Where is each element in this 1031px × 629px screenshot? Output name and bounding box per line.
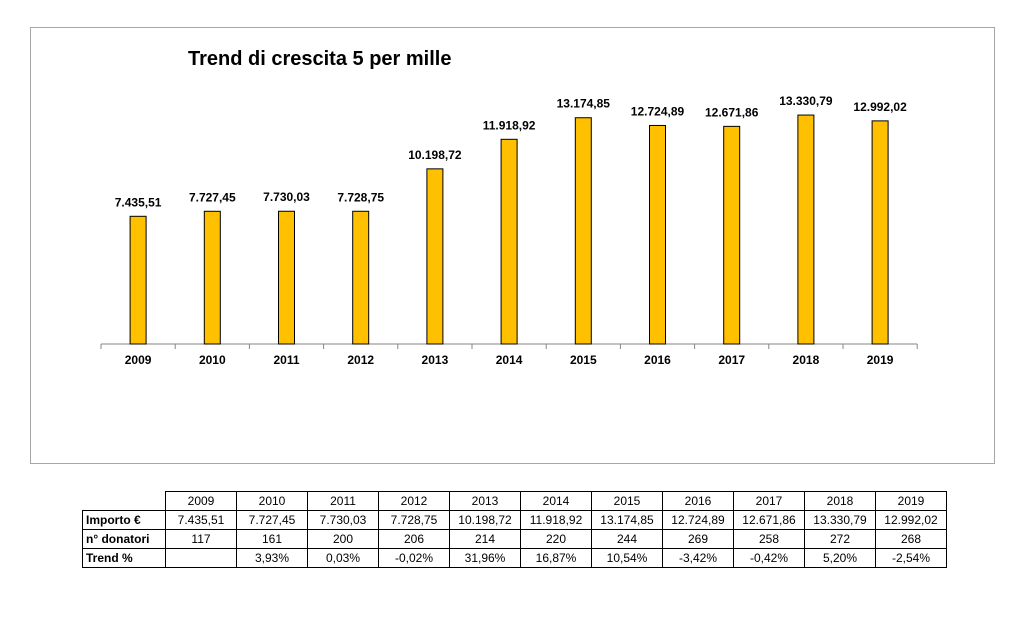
table-year-header: 2017	[733, 491, 805, 511]
table-year-header: 2010	[236, 491, 308, 511]
table-row-label: Importo €	[82, 510, 166, 530]
table-row: Importo €7.435,51 7.727,45 7.730,03 7.728,7…	[82, 510, 947, 530]
table-cell: 13.174,85	[591, 510, 663, 530]
table-corner	[82, 491, 166, 511]
table-cell: 269	[662, 529, 734, 549]
bar	[574, 117, 592, 345]
x-tick-label: 2016	[644, 353, 671, 367]
table-cell: 258	[733, 529, 805, 549]
table-cell: -0,42%	[733, 548, 805, 568]
table-cell: 7.730,03	[307, 510, 379, 530]
table-year-header: 2014	[520, 491, 592, 511]
x-tick-label: 2018	[793, 353, 820, 367]
table-year-header: 2013	[449, 491, 521, 511]
table-year-header: 2018	[804, 491, 876, 511]
bar	[352, 210, 370, 345]
table-cell: 13.330,79	[804, 510, 876, 530]
table-cell: -0,02%	[378, 548, 450, 568]
table-cell: 11.918,92	[520, 510, 592, 530]
table-cell: -3,42%	[662, 548, 734, 568]
bar	[203, 210, 221, 345]
data-label: 7.730,03	[263, 190, 310, 204]
data-label: 10.198,72	[408, 148, 462, 162]
x-tick-label: 2014	[496, 353, 523, 367]
table-year-header: 2015	[591, 491, 663, 511]
data-label: 12.992,02	[853, 100, 907, 114]
table-cell: 206	[378, 529, 450, 549]
x-tick-label: 2017	[718, 353, 745, 367]
table-cell: 12.671,86	[733, 510, 805, 530]
data-label: 13.330,79	[779, 94, 833, 108]
bar	[723, 125, 741, 345]
table-year-header: 2009	[165, 491, 237, 511]
table-cell: 0,03%	[307, 548, 379, 568]
table-cell: 3,93%	[236, 548, 308, 568]
table-cell: 200	[307, 529, 379, 549]
bar	[649, 124, 666, 345]
data-label: 12.671,86	[705, 105, 759, 119]
table-cell: 244	[591, 529, 663, 549]
table-cell: 220	[520, 529, 592, 549]
table-year-header: 2011	[307, 491, 379, 511]
table-cell: 12.724,89	[662, 510, 734, 530]
table-cell: 7.727,45	[236, 510, 308, 530]
table-cell: 16,87%	[520, 548, 592, 568]
data-label: 7.727,45	[189, 190, 236, 204]
table-cell: 272	[804, 529, 876, 549]
bar	[797, 114, 815, 345]
bar	[278, 210, 295, 345]
bar	[500, 138, 518, 345]
table-cell: 10.198,72	[449, 510, 521, 530]
table-year-header: 2016	[662, 491, 734, 511]
table-cell: 214	[449, 529, 521, 549]
table-cell: 7.728,75	[378, 510, 450, 530]
table-cell: 31,96%	[449, 548, 521, 568]
x-tick-label: 2012	[347, 353, 374, 367]
data-label: 7.728,75	[337, 190, 384, 204]
data-label: 7.435,51	[115, 195, 162, 209]
data-label: 13.174,85	[557, 97, 611, 111]
table-row-label: n° donatori	[82, 529, 166, 549]
table-cell: 268	[875, 529, 947, 549]
data-label: 11.918,92	[483, 118, 536, 132]
table-row: n° donatori 117 161 200 206 214 220 244 269 258 27…	[82, 529, 947, 549]
table-year-header: 2019	[875, 491, 947, 511]
table-cell	[165, 548, 237, 568]
chart-frame: Trend di crescita 5 per mille 7.435,51 20…	[30, 27, 995, 464]
x-tick-label: 2015	[570, 353, 597, 367]
bar	[871, 120, 889, 345]
bar	[129, 215, 147, 345]
x-tick-label: 2019	[867, 353, 894, 367]
table-cell: 7.435,51	[165, 510, 237, 530]
table-row: Trend % 3,93% 0,03% -0,02% 31,96% 16,87% 10,54…	[82, 548, 947, 568]
table-cell: 117	[165, 529, 237, 549]
x-tick-label: 2009	[125, 353, 152, 367]
table-cell: -2,54%	[875, 548, 947, 568]
x-tick-label: 2013	[422, 353, 449, 367]
table-cell: 12.992,02	[875, 510, 947, 530]
bar-chart: 7.435,51 2009 7.727,45 2010 7.730,03 2011 7.72…	[100, 94, 918, 367]
table-row-label: Trend %	[82, 548, 166, 568]
table-cell: 5,20%	[804, 548, 876, 568]
data-table: 2009 2010 2011 2012 2013 2014 2015 2016 2017 2018…	[82, 491, 947, 568]
x-tick-label: 2010	[199, 353, 226, 367]
chart-title: Trend di crescita 5 per mille	[188, 48, 452, 70]
table-cell: 161	[236, 529, 308, 549]
table-year-header: 2012	[378, 491, 450, 511]
table-header-row: 2009 2010 2011 2012 2013 2014 2015 2016 2017 2018…	[82, 491, 947, 511]
table-cell: 10,54%	[591, 548, 663, 568]
bar	[426, 168, 444, 345]
x-tick-label: 2011	[273, 353, 299, 367]
data-label: 12.724,89	[631, 104, 685, 118]
